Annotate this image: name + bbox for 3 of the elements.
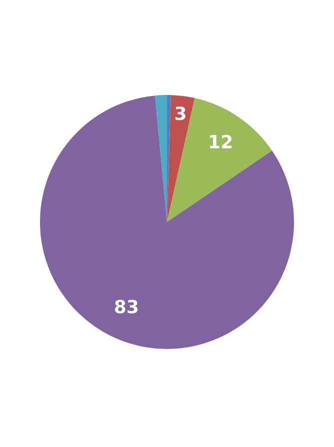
data-label: 3 <box>175 106 186 120</box>
data-label: 83 <box>114 300 138 314</box>
data-label: 12 <box>210 134 232 148</box>
